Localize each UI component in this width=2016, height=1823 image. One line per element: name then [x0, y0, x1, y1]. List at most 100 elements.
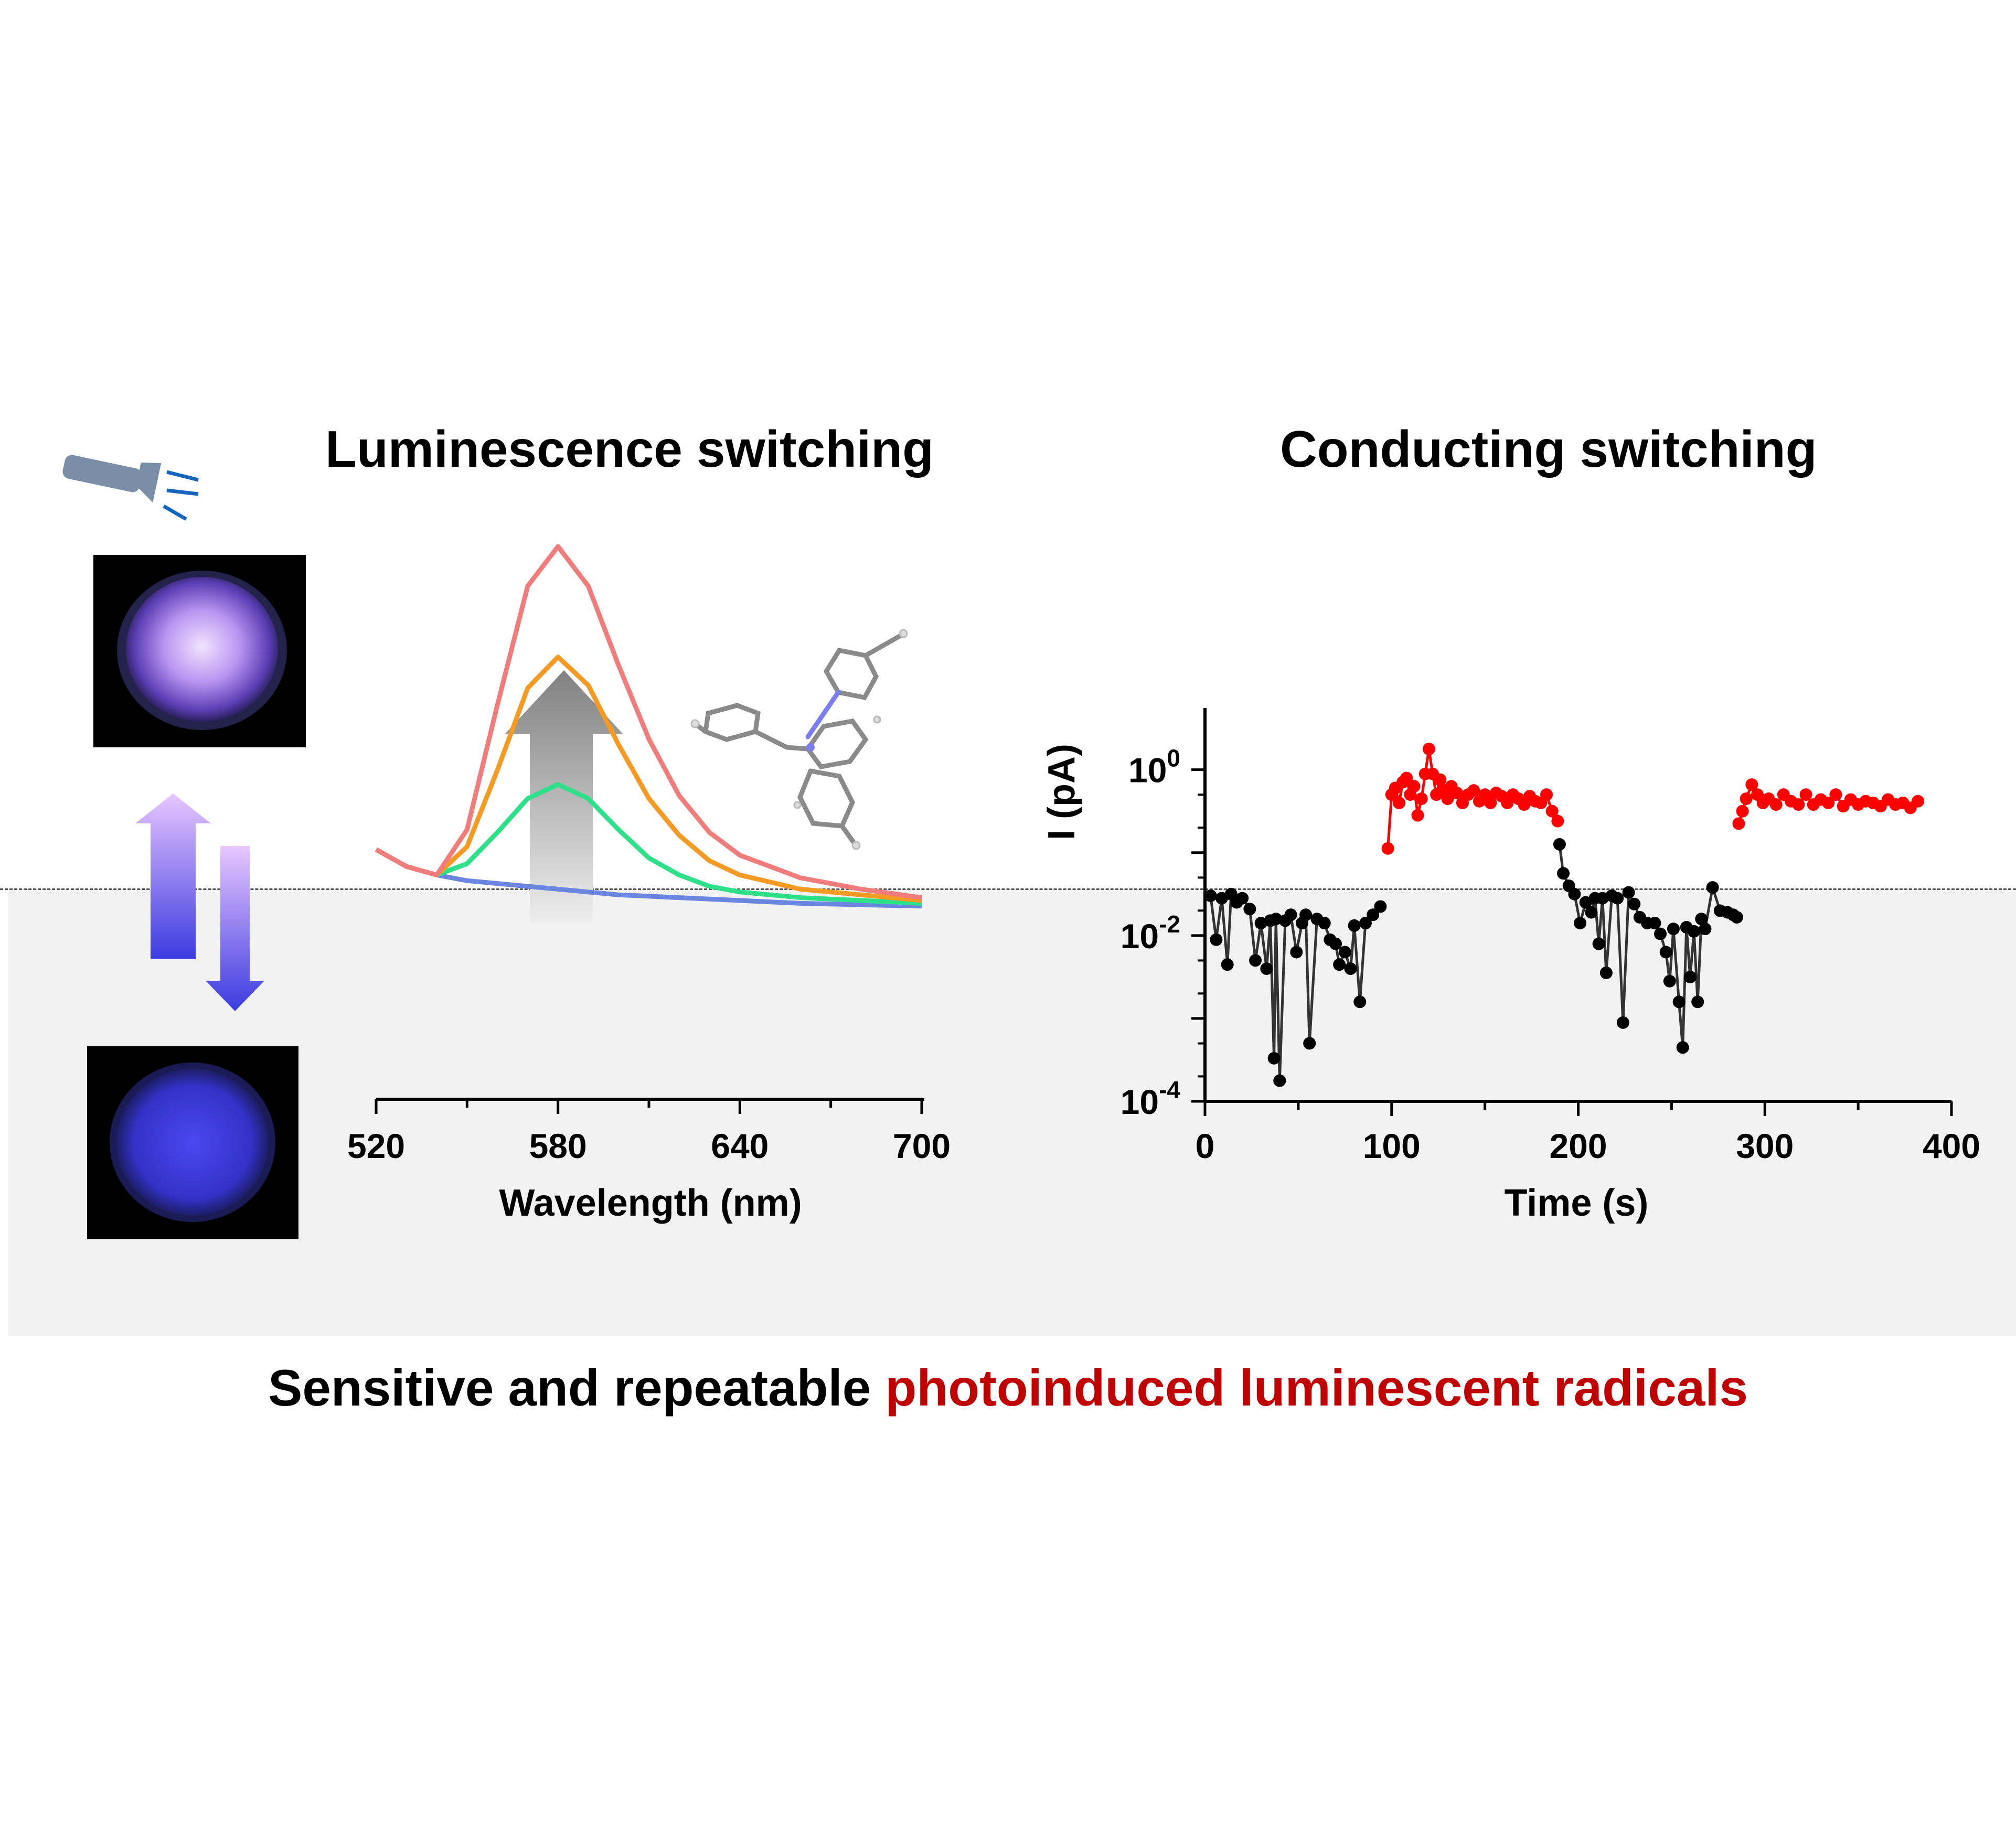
- current-point: [1381, 842, 1394, 855]
- current-point: [1434, 773, 1447, 786]
- current-point: [1367, 908, 1380, 921]
- current-point: [1659, 946, 1672, 959]
- current-point: [1338, 946, 1351, 959]
- current-point: [1400, 771, 1413, 785]
- current-point: [1290, 946, 1303, 959]
- current-x-tick-label: 100: [1363, 1127, 1421, 1165]
- y-tick-base: 10: [1121, 917, 1159, 956]
- current-point: [1236, 892, 1249, 905]
- current-point: [1736, 805, 1749, 818]
- spectrum-chart: 520 580 640 700 Wavelength (nm): [347, 544, 951, 1224]
- current-point: [1333, 958, 1346, 971]
- spectrum-series-0: [375, 847, 922, 909]
- current-point: [1616, 1016, 1629, 1029]
- current-point: [1732, 817, 1745, 830]
- current-point: [1822, 796, 1835, 809]
- current-point: [1221, 958, 1234, 971]
- current-point: [1359, 917, 1372, 930]
- current-point: [1592, 937, 1605, 950]
- intensity-increase-arrow: [505, 670, 623, 923]
- arrow-up-icon: [135, 793, 211, 959]
- current-point: [1699, 923, 1712, 936]
- molecule-structure: [690, 629, 908, 850]
- current-point: [1568, 887, 1581, 900]
- spectrum-x-tick-label: 580: [529, 1127, 587, 1165]
- spectrum-series-1: [375, 782, 922, 906]
- current-point: [1204, 889, 1217, 902]
- current-point: [1706, 881, 1719, 894]
- current-point: [1441, 792, 1454, 805]
- current-point: [1663, 974, 1676, 988]
- current-point: [1799, 788, 1812, 801]
- current-series-line-2: [1558, 844, 1738, 1048]
- spectrum-series-3: [375, 544, 922, 900]
- current-point: [1260, 962, 1273, 975]
- current-point: [1303, 1037, 1316, 1050]
- current-point: [1628, 897, 1641, 910]
- current-point: [1667, 923, 1680, 936]
- current-point: [1622, 886, 1635, 899]
- caption-highlight: photoinduced luminescent radicals: [885, 1359, 1748, 1417]
- luminescence-title: Luminescence switching: [325, 420, 934, 478]
- current-point: [1344, 962, 1357, 975]
- current-point: [1730, 911, 1743, 924]
- current-x-tick-label: 0: [1196, 1127, 1215, 1165]
- current-point: [1270, 913, 1283, 926]
- current-point: [1829, 788, 1842, 801]
- y-tick-exponent: -4: [1159, 1076, 1180, 1103]
- current-point: [1284, 908, 1297, 921]
- current-point: [1676, 1041, 1689, 1054]
- current-point: [1210, 933, 1223, 946]
- current-y-tick-label: 10-4: [1121, 1076, 1181, 1121]
- spectrum-x-tick-label: 700: [893, 1127, 951, 1165]
- current-point: [1769, 798, 1783, 811]
- conducting-title: Conducting switching: [1280, 420, 1817, 478]
- current-point: [1318, 917, 1331, 930]
- current-point: [1688, 925, 1701, 938]
- bright-sample-photo: [93, 555, 306, 747]
- dim-sample-photo: [87, 1046, 298, 1239]
- current-point: [1557, 867, 1570, 880]
- current-point: [1450, 786, 1464, 799]
- spectrum-x-label: Wavelength (nm): [499, 1182, 802, 1224]
- current-point: [1740, 792, 1753, 805]
- current-point: [1599, 966, 1613, 979]
- current-point: [1648, 917, 1661, 930]
- current-point: [1243, 903, 1256, 916]
- current-point: [1540, 788, 1553, 801]
- current-point: [1273, 1074, 1286, 1087]
- current-point: [1545, 805, 1559, 818]
- y-tick-exponent: 0: [1167, 745, 1180, 772]
- current-point: [1353, 995, 1367, 1009]
- current-point: [1411, 809, 1424, 822]
- caption-part-1: Sensitive and repeatable: [268, 1359, 886, 1417]
- y-tick-base: 10: [1128, 751, 1167, 790]
- current-point: [1267, 1052, 1281, 1065]
- current-point: [1691, 995, 1704, 1009]
- current-point: [1654, 927, 1667, 940]
- reference-dashed-line: [0, 888, 2016, 890]
- spectrum-x-tick-label: 520: [347, 1127, 405, 1165]
- current-point: [1745, 778, 1758, 791]
- current-point: [1611, 892, 1624, 905]
- current-x-tick-label: 400: [1923, 1127, 1980, 1165]
- flashlight-icon: [62, 455, 199, 521]
- current-point: [1415, 792, 1428, 805]
- current-x-tick-label: 300: [1736, 1127, 1794, 1165]
- current-point: [1374, 900, 1387, 913]
- current-point: [1484, 796, 1497, 809]
- current-point: [1299, 908, 1313, 921]
- current-point: [1695, 913, 1708, 926]
- current-point: [1911, 795, 1924, 808]
- current-point: [1553, 838, 1566, 851]
- current-y-label: I (pA): [1041, 744, 1083, 840]
- current-point: [1585, 906, 1598, 919]
- y-tick-exponent: -2: [1159, 910, 1180, 938]
- current-point: [1672, 995, 1686, 1009]
- caption: Sensitive and repeatable photoinduced lu…: [0, 1358, 2016, 1418]
- lower-background-band: [8, 889, 2016, 1336]
- current-point: [1392, 796, 1405, 809]
- current-point: [1249, 954, 1262, 967]
- y-tick-base: 10: [1121, 1082, 1159, 1121]
